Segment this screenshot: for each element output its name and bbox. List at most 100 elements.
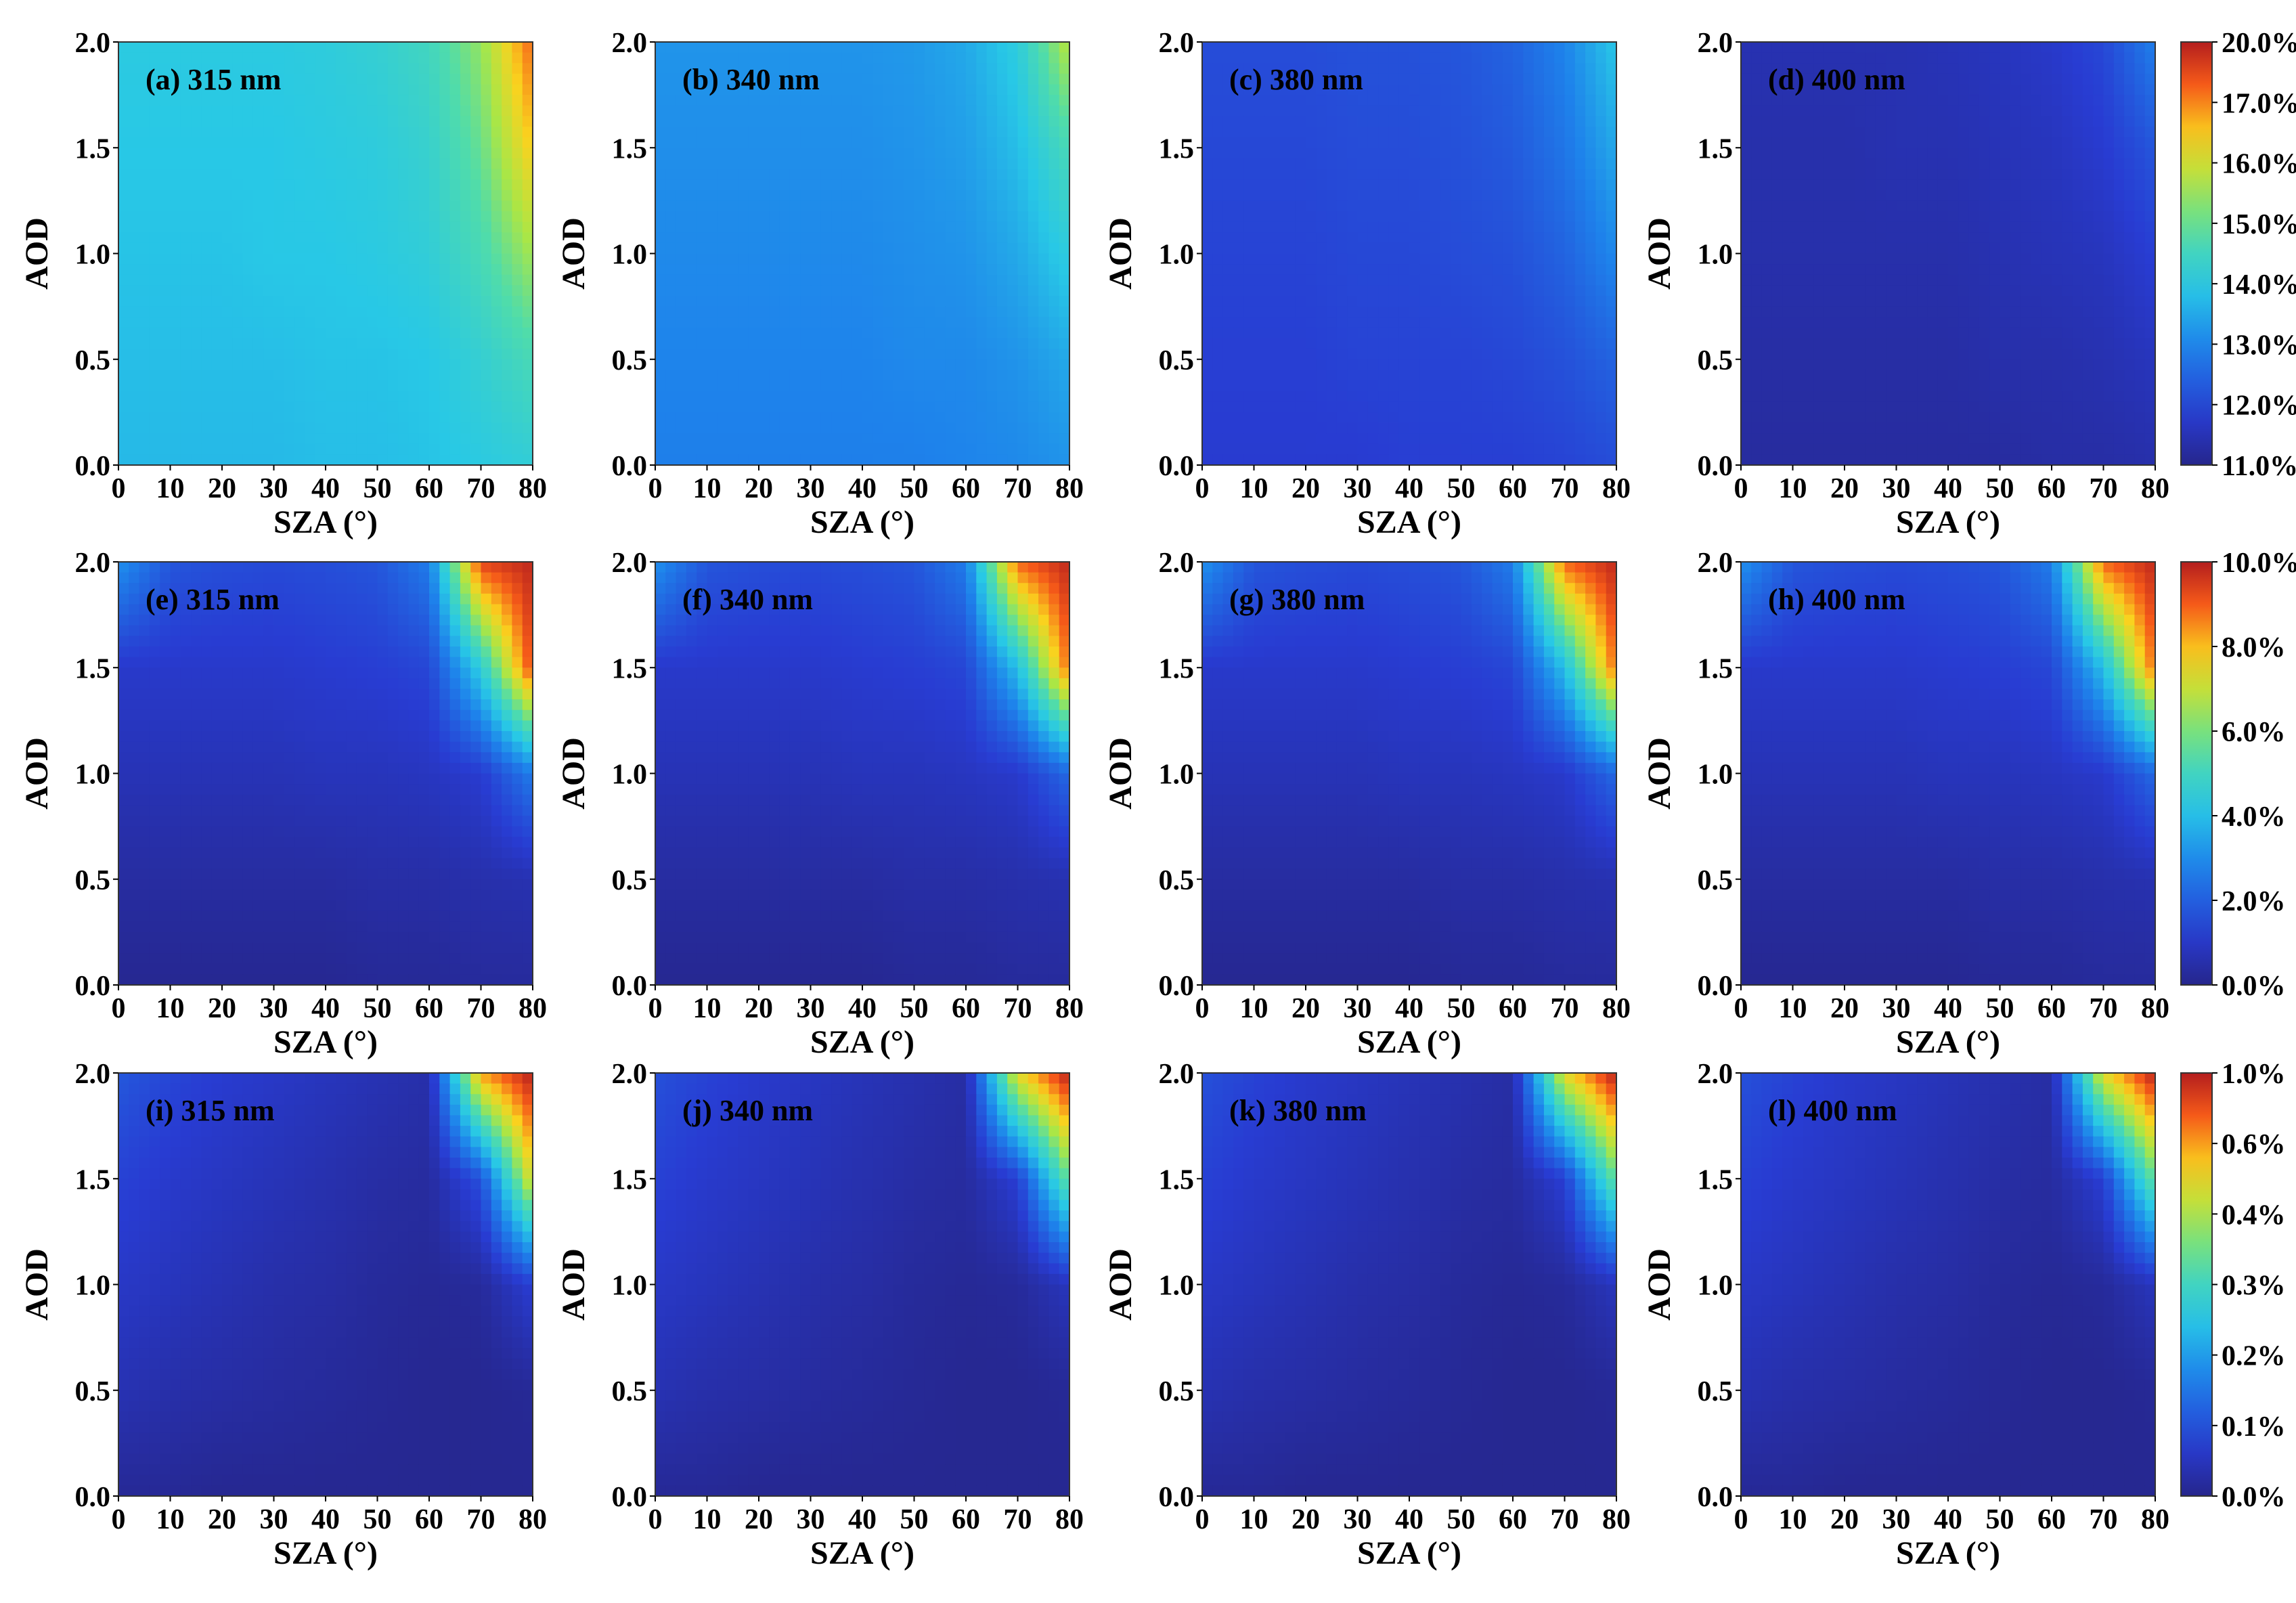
heatmap-cell [377, 422, 389, 434]
heatmap-cell [924, 412, 935, 424]
heatmap-cell [1378, 242, 1390, 255]
heatmap-cell [294, 84, 306, 95]
heatmap-cell [1275, 443, 1286, 456]
heatmap-cell [1306, 179, 1317, 191]
heatmap-cell [1989, 52, 2001, 64]
heatmap-cell [1048, 327, 1060, 339]
heatmap-cell [222, 105, 234, 117]
heatmap-cell [326, 52, 337, 64]
heatmap-cell [738, 116, 749, 127]
heatmap-cell [222, 116, 234, 127]
heatmap-cell [449, 454, 461, 466]
heatmap-cell [1326, 232, 1338, 244]
heatmap-cell [986, 127, 998, 138]
heatmap-cell [924, 443, 935, 456]
heatmap-cell [1059, 127, 1070, 138]
heatmap-cell [1409, 359, 1421, 371]
heatmap-cell [779, 242, 791, 255]
heatmap-cell [728, 274, 739, 286]
heatmap-cell [1367, 169, 1379, 180]
y-axis-title: AOD [1103, 217, 1139, 290]
heatmap-cell [1523, 179, 1535, 191]
heatmap-cell [707, 349, 718, 360]
heatmap-cell [1471, 338, 1482, 349]
heatmap-cell [252, 380, 264, 392]
heatmap-cell [180, 127, 192, 138]
heatmap-cell [1038, 52, 1050, 64]
heatmap-cell [1471, 433, 1482, 445]
heatmap-cell [862, 264, 874, 276]
heatmap-cell [914, 422, 925, 434]
heatmap-cell [966, 116, 977, 127]
heatmap-cell [139, 359, 150, 371]
heatmap-cell [1574, 380, 1586, 392]
heatmap-cell [377, 190, 389, 202]
heatmap-cell [945, 179, 956, 191]
heatmap-cell [1451, 338, 1462, 349]
heatmap-cell [1523, 127, 1535, 138]
heatmap-cell [1336, 179, 1348, 191]
heatmap-cell [470, 370, 482, 381]
heatmap-cell [460, 338, 471, 349]
heatmap-cell [1543, 359, 1555, 371]
heatmap-cell [966, 63, 977, 74]
heatmap-cell [748, 296, 759, 307]
heatmap-cell [191, 264, 202, 276]
heatmap-cell [1388, 422, 1400, 434]
heatmap-cell [1554, 359, 1566, 371]
heatmap-cell [2144, 42, 2156, 53]
heatmap-cell [294, 264, 306, 276]
heatmap-cell [1378, 127, 1390, 138]
heatmap-cell [1513, 370, 1524, 381]
heatmap-cell [1367, 391, 1379, 403]
heatmap-cell [789, 73, 801, 85]
heatmap-cell [1502, 327, 1514, 339]
heatmap-cell [904, 443, 915, 456]
heatmap-cell [717, 433, 728, 445]
heatmap-cell [263, 327, 275, 339]
heatmap-cell [1222, 211, 1234, 223]
heatmap-cell [315, 433, 326, 445]
heatmap-cell [502, 296, 513, 307]
heatmap-cell [1264, 380, 1275, 392]
heatmap-cell [1222, 158, 1234, 170]
heatmap-cell [1295, 443, 1306, 456]
heatmap-cell [326, 274, 337, 286]
heatmap-cell [1316, 105, 1327, 117]
heatmap-cell [263, 401, 275, 413]
heatmap-cell [481, 221, 492, 234]
heatmap-cell [160, 95, 171, 106]
heatmap-cell [1285, 359, 1296, 371]
heatmap-cell [1212, 221, 1224, 234]
heatmap-cell [1398, 137, 1410, 149]
heatmap-cell [1430, 327, 1441, 339]
heatmap-cell [1419, 63, 1431, 74]
heatmap-cell [1285, 148, 1296, 159]
heatmap-cell [1461, 274, 1472, 286]
heatmap-cell [387, 200, 399, 212]
heatmap-cell [429, 95, 441, 106]
heatmap-cell [211, 148, 223, 159]
heatmap-cell [986, 211, 998, 223]
heatmap-cell [242, 349, 254, 360]
heatmap-cell [1461, 422, 1472, 434]
heatmap-cell [676, 401, 687, 413]
heatmap-cell [305, 242, 316, 255]
heatmap-cell [149, 380, 160, 392]
heatmap-cell [1233, 359, 1244, 371]
heatmap-cell [728, 169, 739, 180]
heatmap-cell [294, 158, 306, 170]
heatmap-cell [118, 422, 130, 434]
heatmap-cell [1222, 148, 1234, 159]
heatmap-cell [1212, 285, 1224, 297]
heatmap-cell [1440, 253, 1451, 265]
heatmap-cell [1295, 264, 1306, 276]
heatmap-cell [346, 63, 357, 74]
x-tick-label: 70 [1004, 473, 1032, 504]
heatmap-cell [1543, 158, 1555, 170]
heatmap-cell [841, 253, 853, 265]
heatmap-cell [1502, 221, 1514, 234]
heatmap-cell [1513, 306, 1524, 318]
heatmap-cell [242, 137, 254, 149]
heatmap-cell [1595, 200, 1607, 212]
